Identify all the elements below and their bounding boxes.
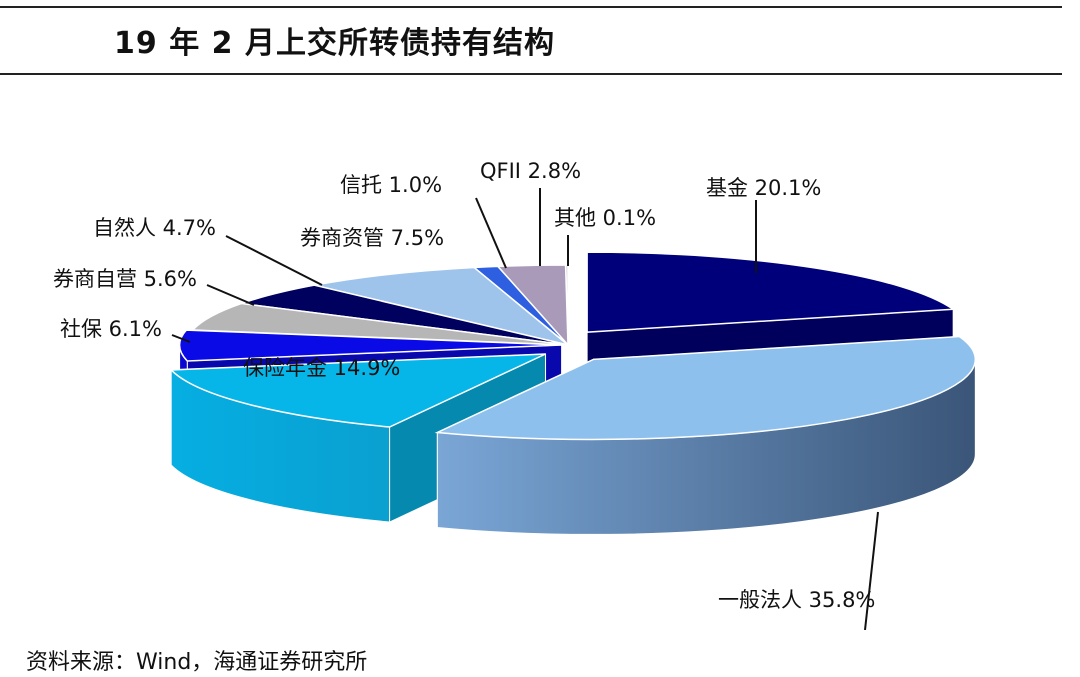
title-underline xyxy=(0,73,1062,75)
label-信托: 信托 1.0% xyxy=(340,173,442,197)
slice-券商自营 xyxy=(191,302,569,346)
source-note: 资料来源：Wind，海通证券研究所 xyxy=(26,650,368,675)
label-社保: 社保 6.1% xyxy=(60,317,162,341)
slice-top-基金 xyxy=(586,251,956,333)
slice-一般法人 xyxy=(434,335,977,535)
pie-slices xyxy=(169,251,977,535)
slice-券商资管 xyxy=(314,266,569,346)
leader-line-自然人 xyxy=(225,235,323,286)
slice-top-券商自营 xyxy=(191,302,569,346)
pie-chart: 基金 20.1% 一般法人 35.8% 保险年金 14.9% 社保 6.1% 券商自营 … xyxy=(53,159,977,630)
slice-top-保险年金 xyxy=(169,353,546,428)
label-保险年金: 保险年金 14.9% xyxy=(243,356,400,380)
leader-line-信托 xyxy=(475,197,507,269)
top-rule xyxy=(0,6,1062,8)
label-其他: 其他 0.1% xyxy=(554,206,656,230)
leader-line-社保 xyxy=(171,334,191,343)
leader-line-券商自营 xyxy=(206,284,255,306)
leader-line-一般法人 xyxy=(864,511,879,630)
slice-top-券商资管 xyxy=(314,266,569,346)
label-券商自营: 券商自营 5.6% xyxy=(53,267,197,291)
label-券商资管: 券商资管 7.5% xyxy=(300,226,444,250)
slice-top-社保 xyxy=(178,329,562,362)
label-QFII: QFII 2.8% xyxy=(480,159,581,183)
label-一般法人: 一般法人 35.8% xyxy=(718,588,875,612)
label-基金: 基金 20.1% xyxy=(706,176,821,200)
label-自然人: 自然人 4.7% xyxy=(93,216,216,240)
leader-lines xyxy=(171,188,879,630)
slice-top-一般法人 xyxy=(434,335,977,441)
chart-title: 19 年 2 月上交所转债持有结构 xyxy=(114,26,555,61)
slice-labels: 基金 20.1% 一般法人 35.8% 保险年金 14.9% 社保 6.1% 券商自营 … xyxy=(53,159,875,612)
